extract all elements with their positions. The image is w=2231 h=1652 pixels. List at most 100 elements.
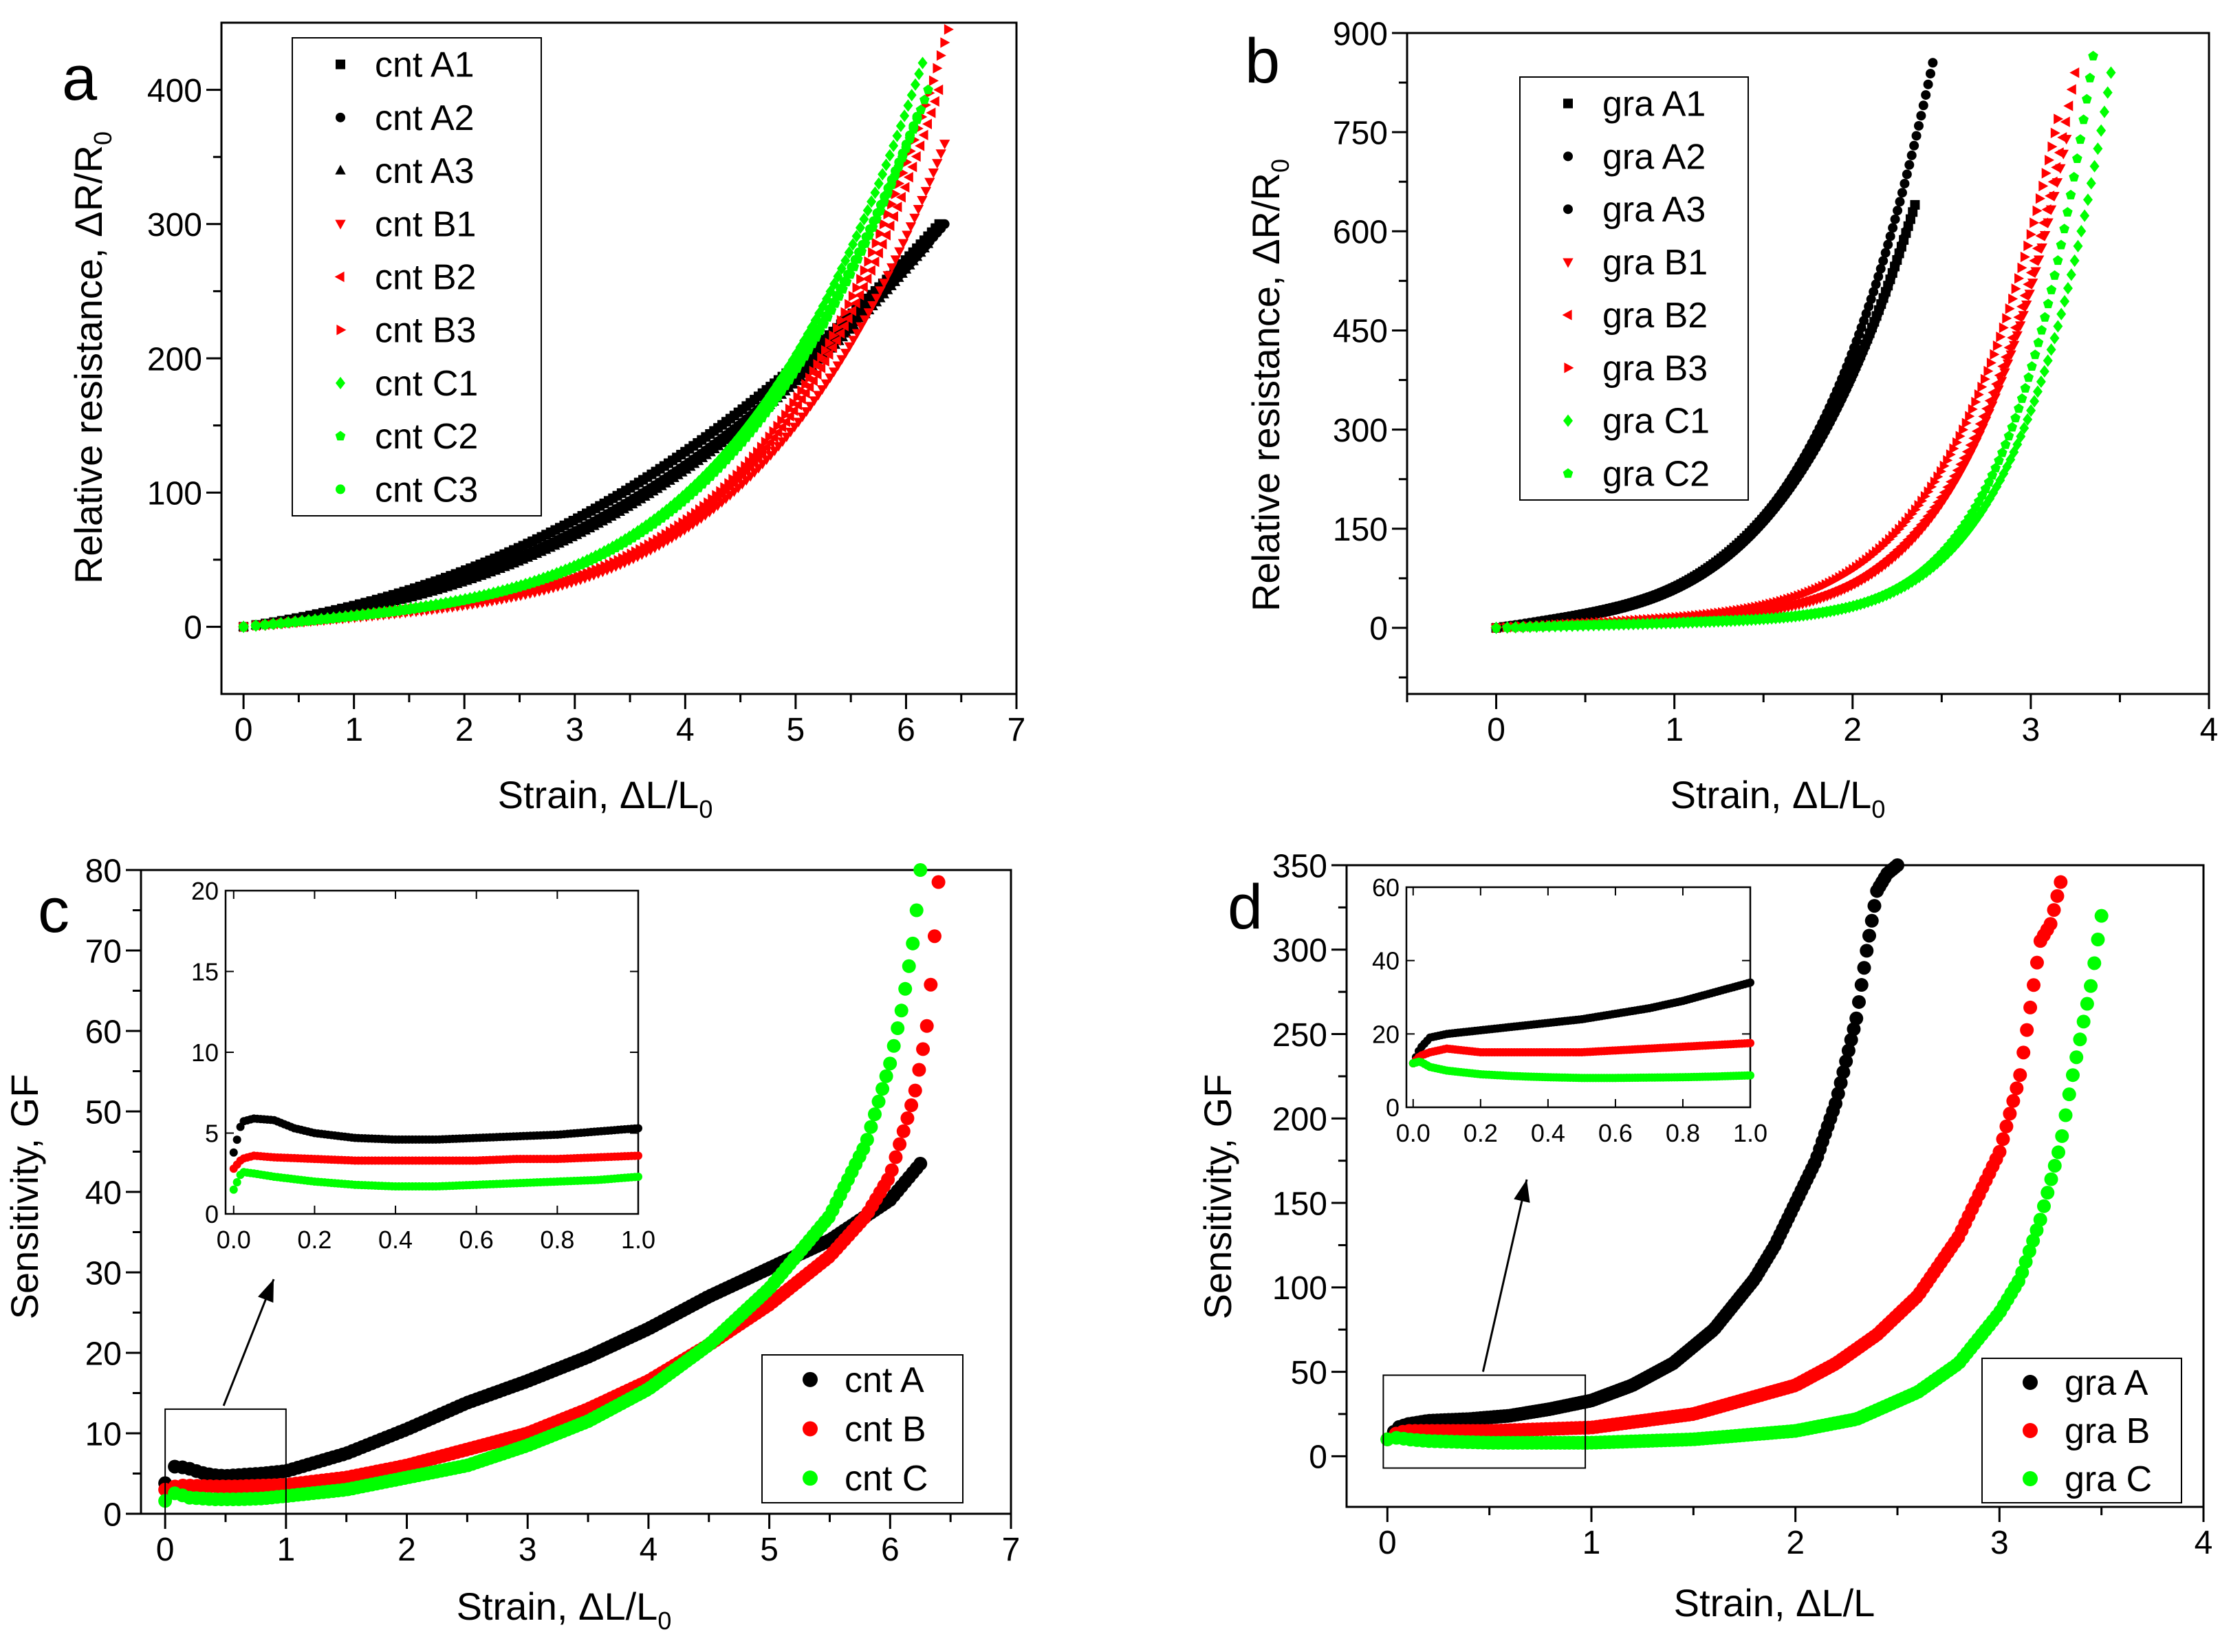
data-point — [892, 129, 902, 142]
data-point — [880, 191, 890, 202]
data-point — [2091, 933, 2105, 947]
data-point — [776, 422, 787, 433]
legend-label: gra C2 — [1602, 455, 1710, 494]
data-point — [1952, 465, 1962, 476]
data-point — [2027, 361, 2037, 371]
data-point — [2072, 153, 2082, 163]
x-tick-label: 1.0 — [1733, 1119, 1767, 1147]
legend-label: cnt C3 — [375, 470, 478, 510]
data-point — [875, 199, 886, 210]
data-point — [862, 273, 872, 285]
data-point — [906, 89, 917, 102]
data-point — [829, 277, 839, 290]
data-point — [2054, 147, 2064, 158]
data-point — [1994, 455, 2004, 465]
data-point — [840, 254, 851, 268]
data-point — [909, 903, 924, 917]
y-tick-label: 5 — [205, 1119, 219, 1147]
data-point — [1987, 470, 1998, 480]
data-point — [840, 349, 851, 359]
data-point — [871, 237, 882, 249]
data-point — [912, 111, 922, 122]
data-point — [2063, 281, 2073, 295]
data-series — [1490, 50, 2116, 634]
data-point — [2054, 875, 2068, 889]
legend-label: cnt A — [845, 1360, 924, 1400]
data-point — [905, 222, 917, 232]
data-point — [2036, 375, 2046, 389]
data-point — [2056, 307, 2067, 320]
data-point — [2023, 372, 2034, 382]
data-point — [1924, 486, 1934, 497]
data-point — [1839, 1054, 1853, 1069]
data-point — [2010, 1081, 2024, 1096]
data-point — [2016, 393, 2027, 403]
data-point — [805, 402, 816, 412]
data-point — [788, 405, 798, 416]
data-point — [917, 196, 928, 206]
data-point — [2013, 1068, 2027, 1083]
data-point — [850, 254, 860, 265]
y-axis-label: Relative resistance, ΔR/R0 — [1244, 159, 1294, 611]
data-point — [2003, 1107, 2017, 1121]
data-point — [1864, 301, 1874, 312]
panel-letter: a — [62, 43, 98, 113]
data-point — [900, 182, 910, 193]
data-point — [860, 315, 871, 325]
data-point — [903, 99, 913, 112]
legend-label: gra C1 — [1602, 402, 1710, 442]
data-point — [2069, 254, 2080, 268]
data-point — [1995, 474, 2005, 487]
y-tick-label: 300 — [1333, 413, 1388, 449]
data-point — [896, 1124, 911, 1138]
data-point — [2041, 204, 2052, 215]
legend-marker — [2023, 1423, 2038, 1438]
data-point — [2023, 279, 2033, 290]
data-point — [850, 297, 860, 309]
y-tick-label: 60 — [85, 1014, 122, 1050]
data-point — [832, 361, 844, 371]
data-point — [1893, 206, 1903, 216]
data-point — [916, 1042, 931, 1056]
series-gra-c2 — [1491, 50, 2098, 633]
zoom-arrow-head — [1514, 1180, 1530, 1203]
data-point — [1933, 471, 1944, 482]
data-point — [2066, 268, 2076, 281]
y-tick-label: 100 — [147, 475, 202, 512]
y-tick-label: 300 — [1272, 933, 1327, 969]
data-point — [2060, 295, 2070, 308]
data-point — [796, 393, 806, 405]
data-point — [1833, 1076, 1848, 1090]
data-point — [1971, 396, 1981, 408]
data-point — [1875, 263, 1886, 274]
data-point — [2089, 160, 2100, 173]
data-point — [809, 365, 819, 377]
data-point — [903, 171, 913, 183]
data-point — [1864, 913, 1879, 928]
data-point — [801, 407, 812, 417]
data-point — [1517, 622, 1527, 632]
data-point — [1988, 486, 1999, 499]
data-point — [2076, 1014, 2091, 1029]
x-tick-label: 0 — [1378, 1525, 1397, 1561]
data-point — [1883, 239, 1893, 250]
data-point — [2016, 1045, 2031, 1060]
data-point — [2003, 342, 2014, 354]
y-tick-label: 40 — [1372, 947, 1400, 975]
data-point — [1984, 395, 1994, 406]
data-point — [1965, 439, 1975, 450]
data-point — [881, 158, 891, 171]
y-axis-label: Relative resistance, ΔR/R0 — [67, 131, 117, 584]
data-point — [933, 84, 944, 96]
data-point — [851, 230, 862, 243]
data-point — [789, 398, 799, 409]
inset-data-point — [634, 1151, 642, 1160]
data-point — [2060, 116, 2070, 127]
data-point — [944, 24, 954, 35]
plot-frame — [1405, 886, 1752, 1109]
data-point — [2094, 909, 2109, 923]
data-point — [1920, 490, 1930, 502]
data-point — [1992, 340, 2003, 351]
